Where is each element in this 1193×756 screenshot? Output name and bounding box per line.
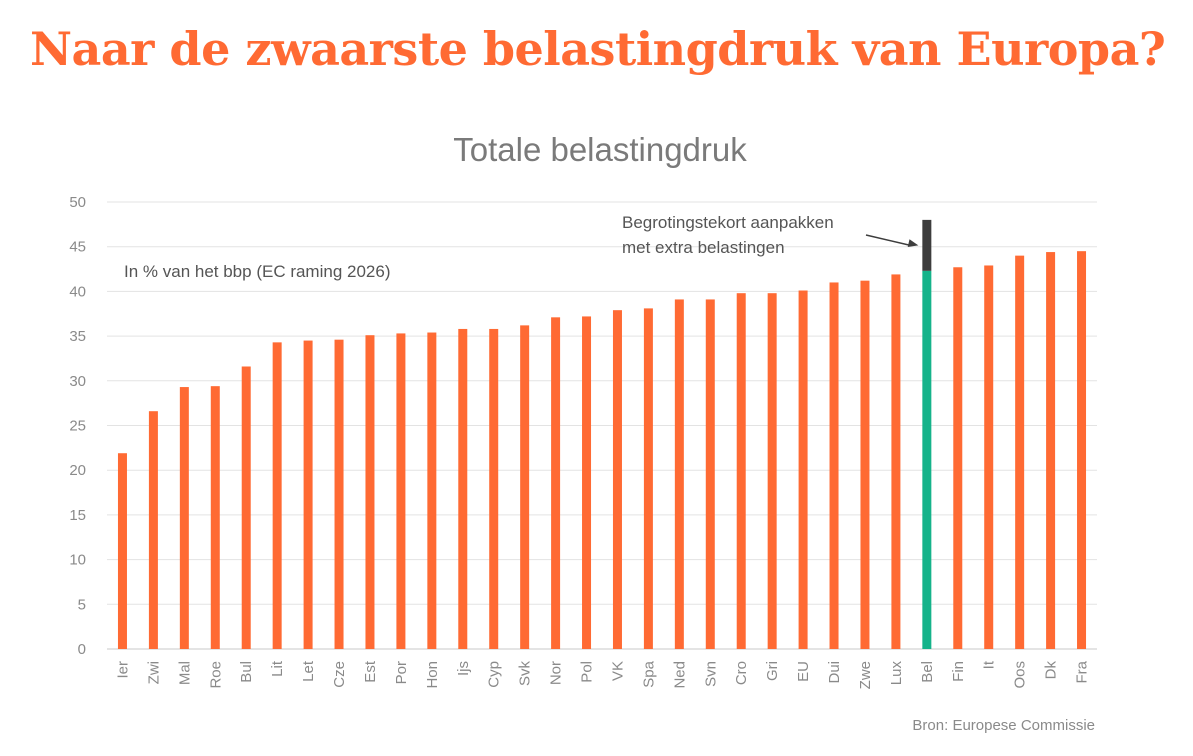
- bar-cyp: [489, 328, 499, 649]
- x-tick-label: EU: [795, 661, 812, 682]
- bar-ijs: [458, 328, 468, 649]
- bar-mal: [179, 387, 189, 649]
- x-tick-label: Fin: [950, 661, 967, 682]
- bar-pol: [582, 316, 592, 649]
- x-tick-label: Cze: [331, 661, 348, 688]
- chart-subtitle: In % van het bbp (EC raming 2026): [124, 262, 390, 281]
- grid-lines: [107, 201, 1097, 650]
- bar-cze: [334, 339, 344, 649]
- x-tick-label: Hon: [424, 661, 441, 689]
- y-tick-label: 40: [69, 283, 86, 300]
- x-tick-label: Roe: [207, 661, 224, 689]
- x-tick-label: Zwi: [145, 661, 162, 684]
- annotation: Begrotingstekort aanpakken met extra bel…: [622, 213, 919, 257]
- x-tick-label: Bul: [238, 661, 255, 683]
- annotation-line-1: Begrotingstekort aanpakken: [622, 213, 834, 232]
- x-tick-label: VK: [609, 661, 626, 681]
- x-tick-label: Ned: [671, 661, 688, 689]
- bar-eu: [798, 290, 808, 649]
- x-axis: Ier Zwi Mal Roe Bul Lit Let Cze Est Por Hon Ijs Cyp S…: [114, 660, 1090, 689]
- y-tick-label: 15: [69, 507, 86, 524]
- headline: Naar de zwaarste belastingdruk van Europ…: [30, 22, 1166, 76]
- x-tick-label: Svn: [702, 661, 719, 687]
- bar-bul: [241, 366, 251, 649]
- y-tick-label: 20: [69, 462, 86, 479]
- bar-fra: [1077, 251, 1087, 650]
- bar-svk: [520, 325, 530, 649]
- chart-title: Totale belastingdruk: [453, 131, 747, 168]
- bar-gri: [767, 293, 777, 649]
- x-tick-label: Cro: [733, 661, 750, 685]
- bar-cro: [736, 293, 746, 649]
- bar-dk: [1046, 252, 1056, 649]
- x-tick-label: Spa: [640, 660, 657, 687]
- x-tick-label: Cyp: [486, 661, 503, 688]
- y-tick-label: 25: [69, 418, 86, 435]
- bar-let: [303, 340, 313, 649]
- annotation-arrow-head: [907, 239, 919, 247]
- bars: [117, 219, 1087, 650]
- bar-est: [365, 335, 375, 649]
- y-tick-label: 0: [78, 641, 86, 658]
- bar-extra-bel: [922, 219, 932, 271]
- x-tick-label: Dk: [1043, 661, 1060, 680]
- x-tick-label: It: [981, 660, 998, 669]
- bar-bel: [922, 270, 932, 649]
- y-tick-label: 30: [69, 373, 86, 390]
- bar-fin: [953, 267, 963, 649]
- x-tick-label: Mal: [176, 661, 193, 685]
- y-tick-label: 35: [69, 328, 86, 345]
- bar-ned: [674, 299, 684, 649]
- bar-nor: [551, 317, 561, 649]
- bar-vk: [612, 310, 622, 649]
- x-tick-label: Por: [393, 661, 410, 684]
- x-tick-label: Gri: [764, 661, 781, 681]
- bar-dui: [829, 282, 839, 649]
- bar-oos: [1015, 255, 1025, 649]
- x-tick-label: Zwe: [857, 661, 874, 689]
- bar-svn: [705, 299, 715, 649]
- bar-spa: [643, 308, 653, 649]
- bar-hon: [427, 332, 437, 649]
- bar-zwe: [860, 280, 870, 649]
- bar-it: [984, 265, 994, 649]
- x-tick-label: Fra: [1074, 660, 1091, 683]
- x-tick-label: Oos: [1012, 661, 1029, 689]
- y-tick-label: 50: [69, 194, 86, 211]
- x-tick-label: Dui: [826, 661, 843, 684]
- x-tick-label: Ijs: [455, 661, 472, 676]
- bar-roe: [210, 386, 220, 649]
- y-axis: 0 5 10 15 20 25 30 35 40 45 50: [69, 194, 86, 658]
- y-tick-label: 5: [78, 596, 86, 613]
- x-tick-label: Bel: [919, 661, 936, 683]
- bar-lux: [891, 274, 901, 649]
- annotation-line-2: met extra belastingen: [622, 238, 785, 257]
- y-tick-label: 10: [69, 552, 86, 569]
- bar-ier: [117, 453, 127, 649]
- x-tick-label: Svk: [517, 661, 534, 687]
- bar-zwi: [148, 411, 158, 649]
- x-tick-label: Lit: [269, 660, 286, 677]
- x-tick-label: Lux: [888, 661, 905, 686]
- y-tick-label: 45: [69, 239, 86, 256]
- x-tick-label: Est: [362, 660, 379, 683]
- source-note: Bron: Europese Commissie: [912, 717, 1095, 734]
- x-tick-label: Nor: [548, 661, 565, 685]
- bar-por: [396, 333, 406, 649]
- bar-lit: [272, 342, 282, 649]
- x-tick-label: Let: [300, 660, 317, 682]
- annotation-arrow: [865, 234, 911, 247]
- x-tick-label: Ier: [114, 661, 131, 679]
- x-tick-label: Pol: [579, 661, 596, 683]
